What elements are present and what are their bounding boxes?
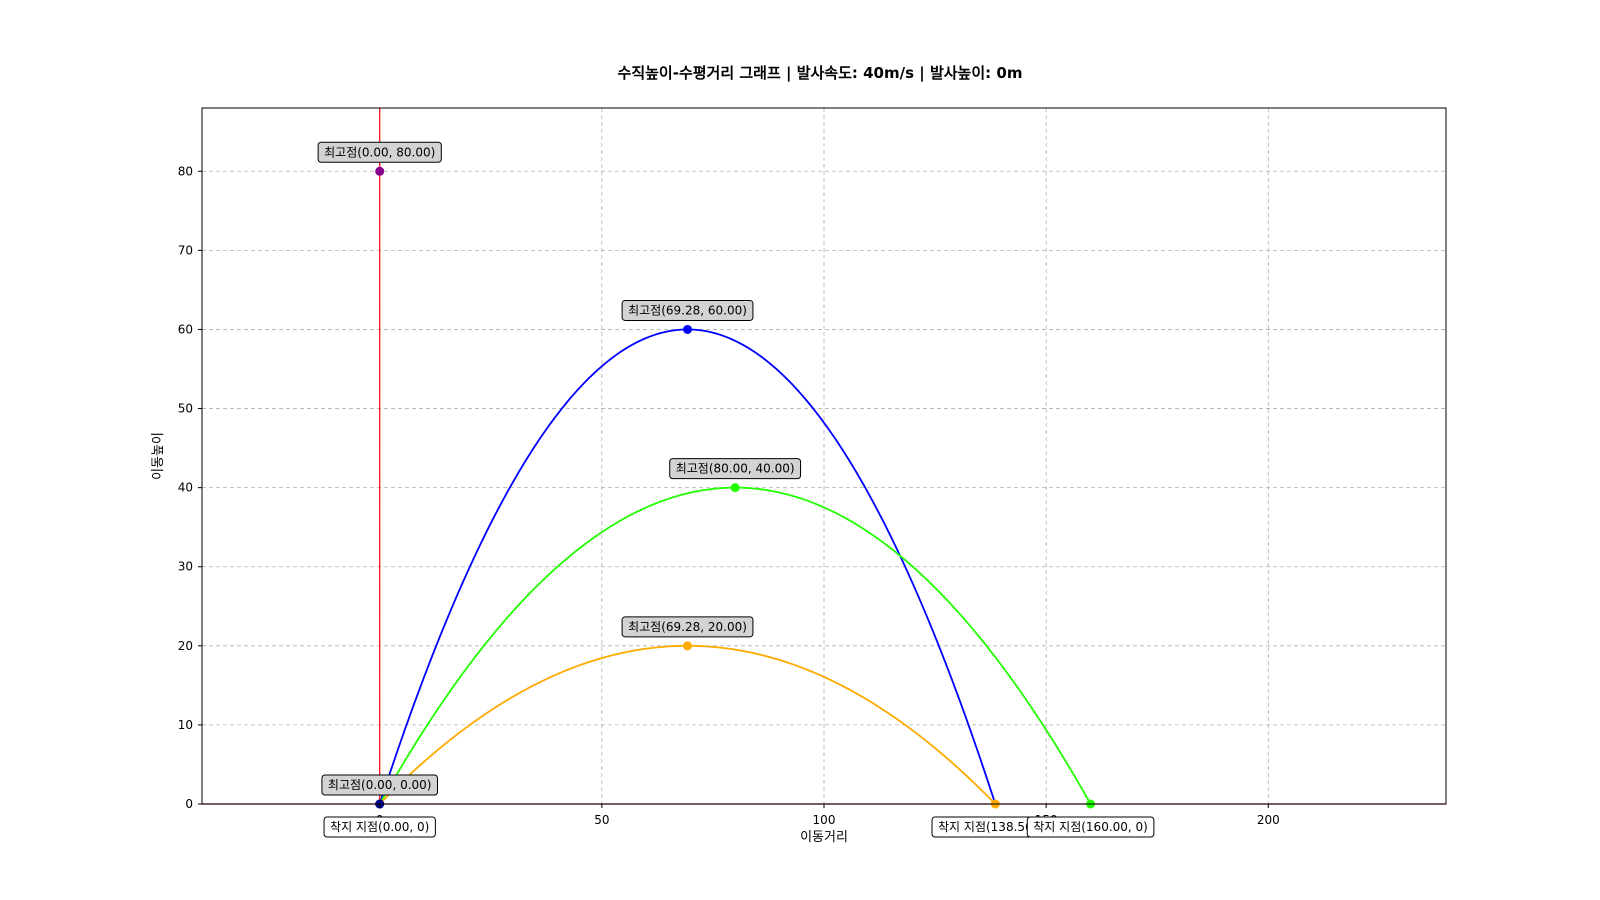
peak-annotation: 최고점(69.28, 60.00) xyxy=(622,300,753,320)
peak-point-marker xyxy=(683,641,692,650)
peak-annotation-text: 최고점(69.28, 60.00) xyxy=(628,303,747,317)
y-tick-label: 10 xyxy=(178,718,193,732)
y-tick-label: 70 xyxy=(178,243,193,257)
y-tick-label: 50 xyxy=(178,402,193,416)
peak-annotation: 최고점(0.00, 80.00) xyxy=(318,142,441,162)
y-tick-label: 0 xyxy=(185,797,193,811)
peak-annotation: 최고점(69.28, 20.00) xyxy=(622,617,753,637)
landing-annotation: 착지 지점(160.00, 0) xyxy=(1027,817,1154,837)
peak-annotation-text: 최고점(69.28, 20.00) xyxy=(628,620,747,634)
peak-annotation-text: 최고점(80.00, 40.00) xyxy=(676,462,795,476)
chart-title: 수직높이-수평거리 그래프 | 발사속도: 40m/s | 발사높이: 0m xyxy=(618,64,1023,83)
peak-point-marker xyxy=(375,167,384,176)
x-tick-label: 200 xyxy=(1257,813,1280,827)
peak-annotation-text: 최고점(0.00, 80.00) xyxy=(324,145,435,159)
y-axis-label: 이동높이 xyxy=(151,432,166,480)
peak-annotation: 최고점(0.00, 0.00) xyxy=(322,775,438,795)
peak-point-marker xyxy=(731,483,740,492)
peak-point-marker xyxy=(683,325,692,334)
landing-annotation: 착지 지점(0.00, 0) xyxy=(324,817,435,837)
peak-annotation-text: 최고점(0.00, 0.00) xyxy=(328,778,432,792)
grid-lines xyxy=(202,108,1446,804)
y-tick-label: 80 xyxy=(178,164,193,178)
y-tick-label: 20 xyxy=(178,639,193,653)
axis-ticks: 05010015020001020304050607080 xyxy=(178,164,1280,827)
y-tick-label: 60 xyxy=(178,322,193,336)
x-axis-label: 이동거리 xyxy=(800,830,848,845)
landing-annotation-text: 착지 지점(160.00, 0) xyxy=(1033,820,1148,834)
x-tick-label: 100 xyxy=(813,813,836,827)
landing-annotation-text: 착지 지점(0.00, 0) xyxy=(330,820,429,834)
y-tick-label: 40 xyxy=(178,481,193,495)
peak-annotation: 최고점(80.00, 40.00) xyxy=(670,459,801,479)
x-tick-label: 50 xyxy=(594,813,609,827)
y-tick-label: 30 xyxy=(178,560,193,574)
